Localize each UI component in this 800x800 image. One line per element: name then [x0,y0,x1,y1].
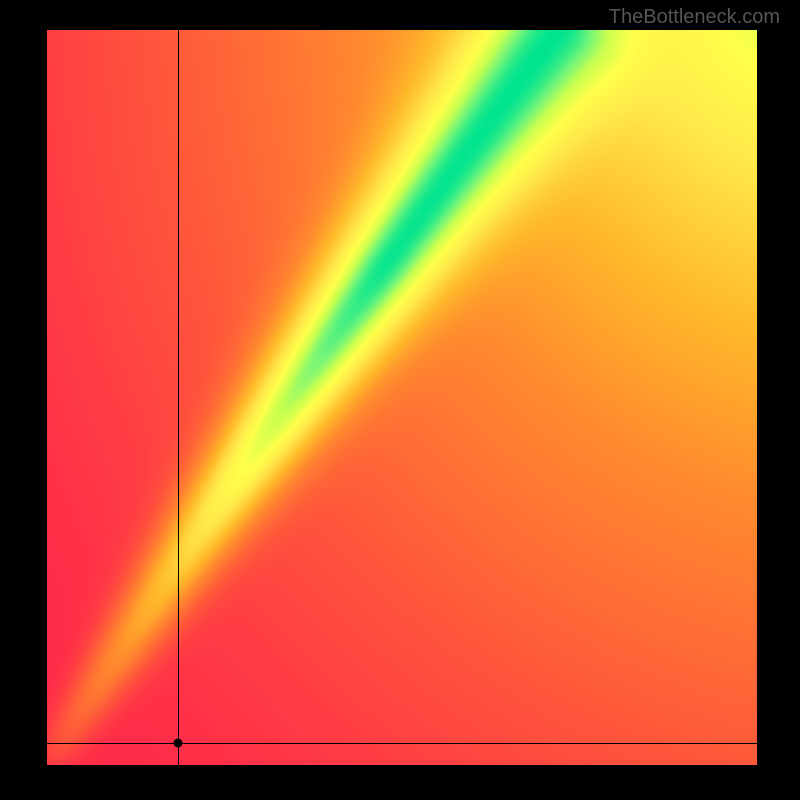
heatmap-canvas [47,30,757,765]
plot-area [47,30,757,765]
crosshair-vertical [178,30,179,765]
crosshair-horizontal [47,743,757,744]
figure-frame: TheBottleneck.com [0,0,800,800]
marker-dot [174,738,183,747]
watermark-text: TheBottleneck.com [609,6,780,29]
